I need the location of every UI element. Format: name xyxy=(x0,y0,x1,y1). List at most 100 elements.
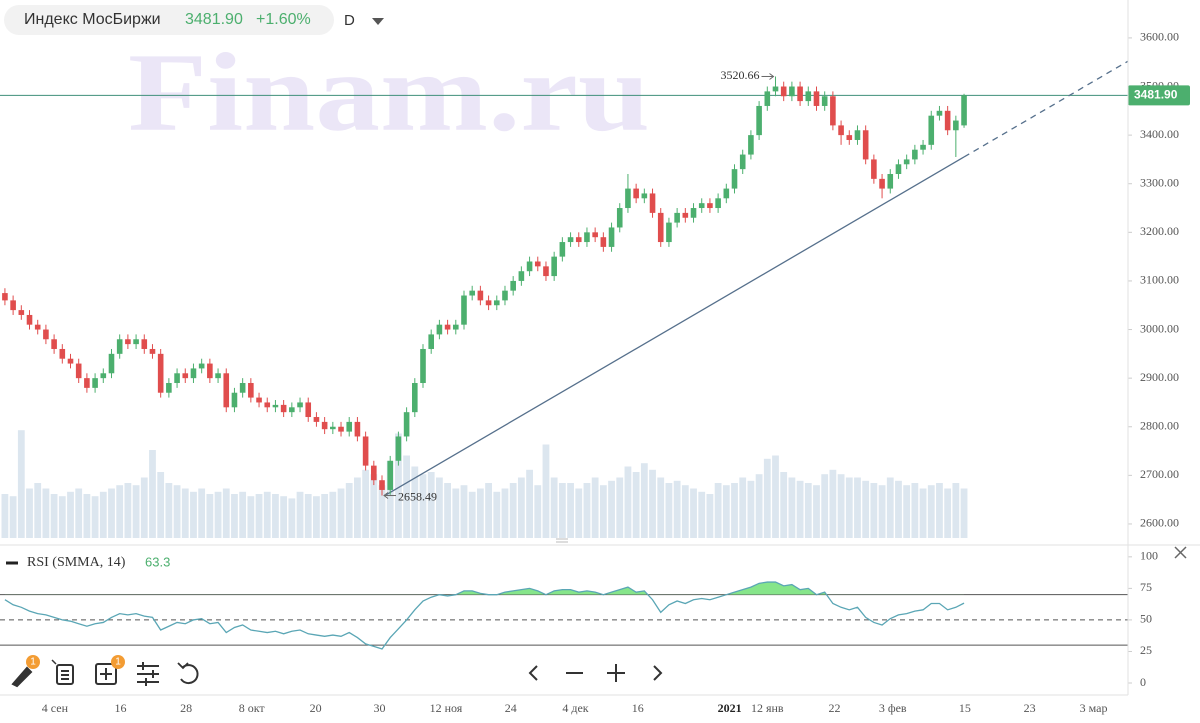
watermark: Finam.ru xyxy=(128,31,650,155)
volume-bar xyxy=(583,483,591,538)
candle-body xyxy=(18,310,25,315)
pane-resize-handle[interactable] xyxy=(556,538,568,543)
candle-body xyxy=(543,266,549,277)
undo[interactable] xyxy=(177,662,199,685)
volume-bar xyxy=(690,488,697,538)
candle-body xyxy=(264,402,271,408)
volume-bar xyxy=(124,483,132,538)
candle-body xyxy=(485,300,492,306)
candle-body xyxy=(780,86,787,97)
candle-body xyxy=(584,232,590,243)
low-annotation: 2658.49 xyxy=(398,489,437,503)
candle-body xyxy=(944,110,951,131)
candle-body xyxy=(108,353,115,374)
candle-body xyxy=(313,417,320,422)
candle-body xyxy=(641,193,648,199)
candle-body xyxy=(862,130,869,160)
candle-body xyxy=(838,125,844,136)
candle-body xyxy=(682,212,689,218)
candle-body xyxy=(764,91,771,106)
candle-body xyxy=(338,426,344,432)
candle-body xyxy=(330,426,336,430)
volume-bar xyxy=(747,480,755,538)
candle-body xyxy=(461,295,467,325)
volume-bar xyxy=(542,444,550,538)
candle-body xyxy=(477,290,484,301)
candle-body xyxy=(387,460,394,490)
volume-bar xyxy=(952,483,960,538)
candle-body xyxy=(297,402,303,408)
volume-bar xyxy=(731,483,738,538)
candle-body xyxy=(559,242,566,257)
settings[interactable] xyxy=(137,662,159,686)
candle-body xyxy=(756,105,762,136)
x-tick-label: 28 xyxy=(180,701,192,715)
volume-bar xyxy=(58,496,66,538)
volume-bar xyxy=(329,491,337,538)
scroll-right[interactable] xyxy=(653,665,663,681)
volume-bar xyxy=(149,450,156,538)
candle-body xyxy=(789,86,795,97)
volume-bar xyxy=(419,474,427,538)
volume-bar xyxy=(722,485,730,538)
volume-bar xyxy=(304,494,312,538)
volume-bar xyxy=(501,488,509,538)
candle-body xyxy=(2,293,8,301)
last-price-tag-label: 3481.90 xyxy=(1134,87,1178,101)
x-tick-label: 4 сен xyxy=(42,701,69,715)
volume-bar xyxy=(395,433,402,538)
volume-bar xyxy=(378,485,386,538)
y-tick-label: 3200.00 xyxy=(1140,224,1179,238)
candle-body xyxy=(166,383,172,393)
objects-list[interactable] xyxy=(51,659,74,685)
candle-body xyxy=(821,96,828,106)
volume-bar xyxy=(75,488,83,538)
annotation-arrowhead xyxy=(769,73,775,80)
zoom-in[interactable] xyxy=(607,664,625,682)
candle-body xyxy=(428,334,434,349)
rsi-tick-label: 100 xyxy=(1140,549,1158,563)
volume-bar xyxy=(837,474,845,538)
volume-bar xyxy=(698,491,706,538)
badge xyxy=(111,655,125,669)
candle-body xyxy=(567,237,574,243)
rsi-close[interactable] xyxy=(1174,546,1187,559)
candle-body xyxy=(452,324,459,330)
candle-body xyxy=(903,159,910,165)
y-tick-label: 2900.00 xyxy=(1140,370,1179,384)
volume-bar xyxy=(796,480,804,538)
volume-bar xyxy=(239,491,247,538)
candle-body xyxy=(354,421,361,437)
volume-bar xyxy=(181,488,189,538)
volume-bar xyxy=(42,488,50,538)
volume-bar xyxy=(854,477,861,538)
interval-dropdown[interactable] xyxy=(372,18,384,25)
volume-bar xyxy=(575,488,583,538)
volume-bar xyxy=(509,483,517,538)
candle-body xyxy=(469,290,475,296)
candle-body xyxy=(797,86,803,102)
volume-bar xyxy=(255,494,263,538)
volume-bar xyxy=(444,483,451,538)
candle-body xyxy=(518,271,525,281)
volume-bar xyxy=(165,483,173,538)
volume-bar xyxy=(280,496,288,538)
candle-body xyxy=(649,193,656,213)
volume-bar xyxy=(272,494,279,538)
draw-tool[interactable] xyxy=(11,666,33,688)
badge-count: 1 xyxy=(115,657,121,668)
candle-body xyxy=(739,154,746,170)
scroll-left[interactable] xyxy=(528,665,538,681)
candle-body xyxy=(731,169,738,189)
candle-body xyxy=(936,110,943,116)
candle-body xyxy=(51,339,57,349)
volume-bar xyxy=(936,483,943,538)
volume-bar xyxy=(296,491,304,538)
candle-body xyxy=(231,392,238,408)
volume-bar xyxy=(763,458,771,538)
interval[interactable]: D xyxy=(344,12,355,29)
volume-bar xyxy=(788,477,796,538)
add-indicator[interactable] xyxy=(95,663,117,685)
volume-bar xyxy=(222,488,230,538)
volume-bar xyxy=(190,491,197,538)
